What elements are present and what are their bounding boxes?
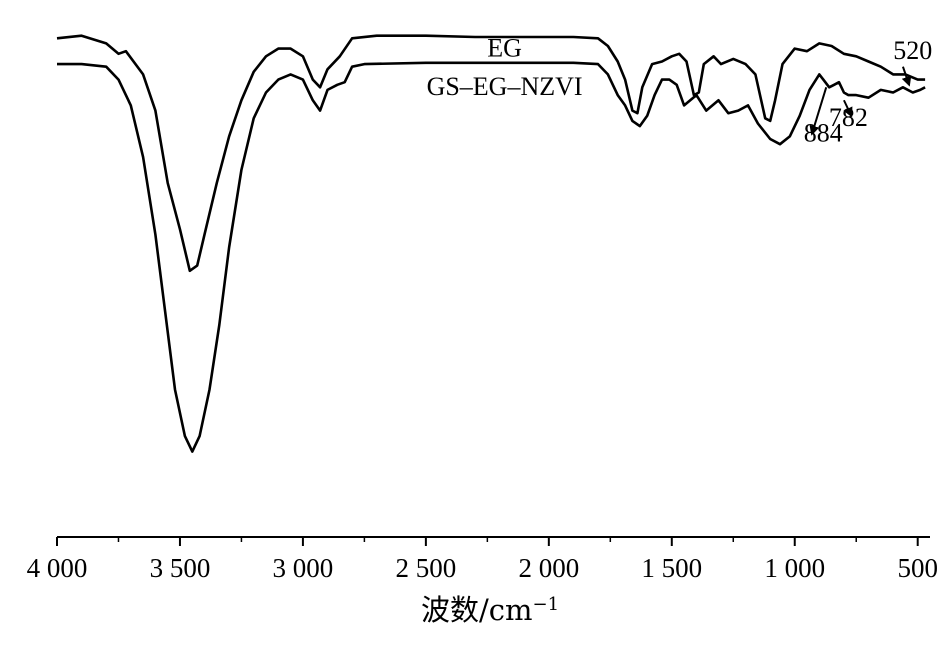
x-axis-label: 波数/cm−1 [421,593,559,627]
series-label: EG [487,33,522,62]
x-axis: 4 000 3 500 3 000 2 500 2 000 1 500 1 000 500 [27,536,938,583]
series-line-eg [56,34,926,273]
annotation-arrow-884 [809,87,828,136]
x-tick-label: 4 000 [27,553,88,583]
series-line-gs-eg-nzvi [57,61,926,453]
x-tick-label: 500 [897,553,938,583]
x-tick-label: 1 000 [764,553,825,583]
plot-area [56,34,926,453]
annotation-label-884: 884 [804,119,843,148]
annotation-label-782: 782 [829,103,868,132]
series-label: GS–EG–NZVI [427,72,583,101]
annotation-arrow-782 [843,99,853,118]
x-tick-label: 3 000 [273,553,334,583]
x-tick-label: 2 500 [395,553,456,583]
series-labels: EG GS–EG–NZVI [427,33,583,101]
annotation-label-520: 520 [893,36,932,65]
x-tick-label: 2 000 [518,553,579,583]
x-tick-label: 1 500 [641,553,702,583]
annotation-arrow-520 [901,66,912,87]
x-tick-label: 3 500 [150,553,211,583]
